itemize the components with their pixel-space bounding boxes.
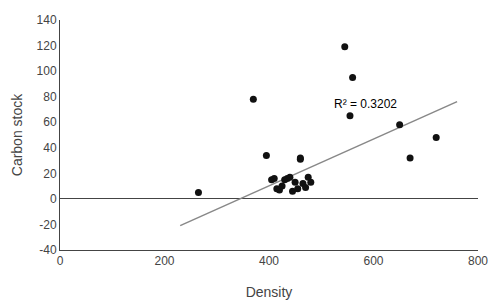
svg-text:800: 800 xyxy=(468,254,488,268)
svg-text:-20: -20 xyxy=(39,218,57,232)
svg-text:-40: -40 xyxy=(39,243,57,257)
svg-text:40: 40 xyxy=(43,141,57,155)
svg-text:20: 20 xyxy=(43,167,57,181)
svg-text:Density: Density xyxy=(246,284,293,300)
svg-text:100: 100 xyxy=(37,64,57,78)
svg-text:Carbon stock: Carbon stock xyxy=(9,93,25,176)
svg-text:80: 80 xyxy=(43,90,57,104)
svg-text:400: 400 xyxy=(259,254,279,268)
svg-text:0: 0 xyxy=(57,254,64,268)
svg-text:60: 60 xyxy=(43,115,57,129)
svg-text:R² = 0.3202: R² = 0.3202 xyxy=(334,97,397,111)
svg-text:140: 140 xyxy=(37,13,57,27)
svg-text:0: 0 xyxy=(50,192,57,206)
svg-text:120: 120 xyxy=(37,39,57,53)
svg-text:600: 600 xyxy=(363,254,383,268)
svg-text:200: 200 xyxy=(154,254,174,268)
